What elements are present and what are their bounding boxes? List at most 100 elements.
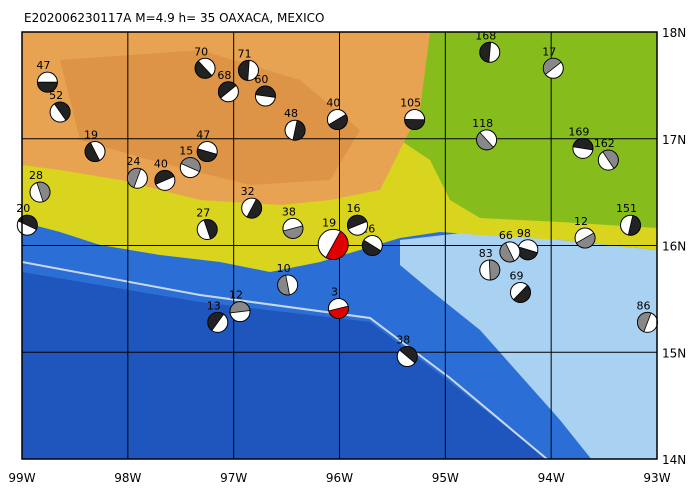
depth-label: 19: [84, 129, 98, 142]
depth-label: 13: [207, 299, 221, 312]
ball-quadrant: [637, 312, 652, 333]
depth-label: 24: [126, 155, 140, 168]
x-tick-label: 93W: [643, 471, 670, 485]
beachball: [346, 214, 368, 236]
y-tick-label: 14N: [662, 453, 686, 467]
depth-label: 40: [154, 157, 168, 170]
depth-label: 118: [472, 117, 493, 130]
beachball: [572, 137, 594, 159]
ball-quadrant: [203, 219, 218, 240]
beachball: [317, 228, 349, 260]
ball-quadrant: [154, 170, 175, 185]
y-tick-label: 15N: [662, 346, 686, 360]
ball-quadrant: [53, 101, 71, 121]
ball-quadrant: [207, 312, 225, 332]
y-tick-label: 17N: [662, 133, 686, 147]
depth-label: 168: [475, 29, 496, 42]
beachball: [207, 311, 229, 333]
ball-quadrant: [347, 214, 368, 230]
title: E202006230117A M=4.9 h= 35 OAXACA, MEXIC…: [24, 11, 325, 25]
beachball: [196, 218, 218, 240]
depth-label: 27: [196, 206, 210, 219]
ball-quadrant: [476, 131, 494, 151]
ball-quadrant: [229, 301, 251, 314]
depth-label: 32: [241, 185, 255, 198]
ball-quadrant: [127, 167, 142, 189]
ball-quadrant: [328, 305, 349, 319]
ball-quadrant: [292, 119, 306, 141]
depth-label: 10: [277, 262, 291, 275]
beachball: [282, 217, 304, 239]
beachball: [254, 85, 276, 107]
shelf: [400, 232, 657, 459]
depth-label: 71: [237, 47, 251, 60]
trench: [22, 261, 549, 459]
ball-quadrant: [512, 284, 531, 303]
beachball: [36, 71, 58, 93]
x-tick-label: 96W: [326, 471, 353, 485]
beachball: [196, 141, 218, 163]
ball-quadrant: [246, 198, 263, 219]
beachball: [49, 101, 71, 123]
depth-label: 3: [331, 285, 338, 298]
ball-quadrant: [196, 148, 218, 162]
beachball: [479, 259, 501, 281]
ball-quadrant: [488, 259, 501, 281]
beachball: [84, 141, 106, 163]
beachball: [597, 149, 619, 171]
beachball: [179, 157, 201, 179]
depth-label: 20: [16, 202, 30, 215]
x-tick-label: 94W: [538, 471, 565, 485]
depth-label: 38: [282, 205, 296, 218]
ball-quadrant: [277, 274, 291, 296]
beachball: [509, 281, 531, 303]
beachball: [396, 346, 418, 368]
beachball: [636, 311, 658, 333]
depth-label: 47: [196, 129, 210, 142]
highland-core: [60, 50, 360, 185]
depth-label: 169: [568, 125, 589, 138]
depth-label: 68: [217, 69, 231, 82]
depth-label: 47: [36, 59, 50, 72]
beachball: [404, 109, 426, 131]
beachball: [277, 274, 299, 296]
depth-label: 162: [594, 137, 615, 150]
ball-quadrant: [325, 230, 349, 260]
axes: 99W 98W 97W 96W 95W 94W 93W 14N 15N 16N 17N 18N: [8, 26, 686, 485]
beachball: [479, 41, 501, 63]
depth-label: 28: [29, 169, 43, 182]
depth-label: 69: [509, 269, 523, 282]
depth-label: 70: [194, 45, 208, 58]
beachball: [154, 169, 176, 191]
depth-label: 48: [284, 107, 298, 120]
depth-label: 16: [346, 202, 360, 215]
beachball: [327, 297, 349, 319]
depth-label: 151: [616, 202, 637, 215]
depth-label: 105: [400, 97, 421, 110]
x-tick-label: 98W: [114, 471, 141, 485]
beachball: [194, 57, 216, 79]
depth-label: 38: [396, 334, 410, 347]
ball-quadrant: [399, 346, 418, 364]
depth-label: 12: [574, 215, 588, 228]
beachball: [517, 239, 539, 261]
beachball: [620, 214, 642, 236]
ball-quadrant: [36, 181, 51, 203]
depth-label: 15: [179, 145, 193, 158]
beachball: [476, 129, 498, 151]
beachball: [574, 227, 596, 249]
ball-quadrant: [572, 138, 594, 151]
beachball: [542, 57, 564, 79]
beachball: [237, 59, 259, 81]
ball-quadrant: [194, 60, 213, 79]
ball-quadrant: [84, 142, 101, 162]
ball-quadrant: [602, 149, 619, 169]
ball-quadrant: [218, 81, 237, 99]
beachball: [16, 214, 38, 236]
beachball: [229, 301, 251, 323]
ball-quadrant: [575, 232, 596, 249]
depth-label: 98: [517, 227, 531, 240]
x-tick-label: 99W: [8, 471, 35, 485]
y-tick-label: 16N: [662, 240, 686, 254]
